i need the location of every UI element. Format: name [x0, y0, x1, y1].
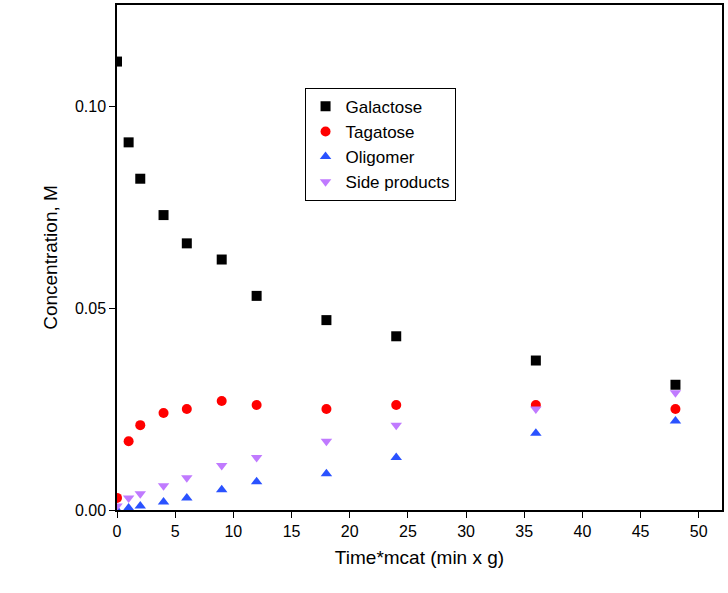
- svg-text:0: 0: [113, 523, 122, 540]
- svg-text:Time*mcat (min x g): Time*mcat (min x g): [335, 547, 504, 568]
- svg-text:Concentration, M: Concentration, M: [40, 185, 61, 330]
- svg-text:40: 40: [573, 523, 591, 540]
- svg-text:Tagatose: Tagatose: [346, 123, 415, 142]
- svg-text:45: 45: [632, 523, 650, 540]
- svg-text:25: 25: [399, 523, 417, 540]
- svg-text:15: 15: [283, 523, 301, 540]
- svg-text:0.10: 0.10: [75, 98, 106, 115]
- svg-text:10: 10: [224, 523, 242, 540]
- svg-text:Galactose: Galactose: [346, 98, 423, 117]
- svg-text:35: 35: [515, 523, 533, 540]
- svg-text:0.00: 0.00: [75, 502, 106, 519]
- svg-text:50: 50: [690, 523, 708, 540]
- svg-text:Side products: Side products: [346, 173, 450, 192]
- svg-text:30: 30: [457, 523, 475, 540]
- svg-text:0.05: 0.05: [75, 300, 106, 317]
- svg-text:Oligomer: Oligomer: [346, 148, 415, 167]
- svg-text:5: 5: [171, 523, 180, 540]
- svg-text:20: 20: [341, 523, 359, 540]
